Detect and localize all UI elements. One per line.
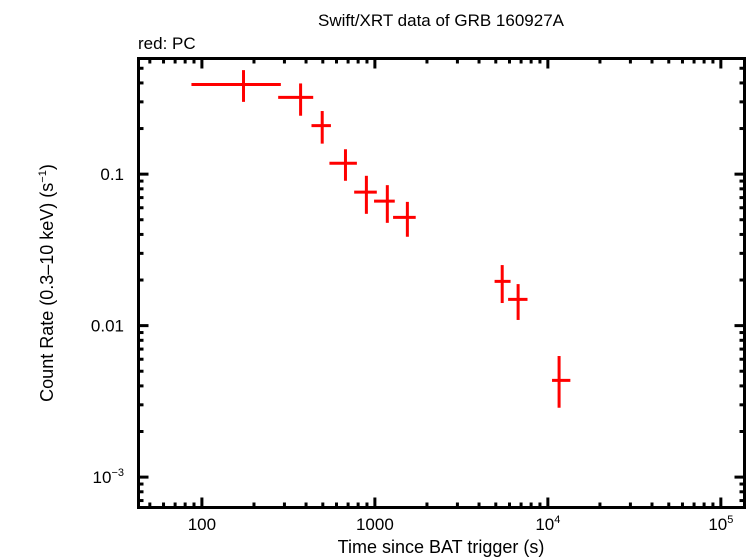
y-tick-label: 0.1 — [100, 165, 124, 184]
data-point — [191, 70, 281, 102]
x-axis-label: Time since BAT trigger (s) — [338, 537, 545, 557]
x-tick-label: 1000 — [356, 515, 394, 534]
x-tick-label-base: 10 — [535, 515, 554, 534]
y-tick-label: 0.01 — [91, 317, 124, 336]
y-tick-label-base: 0.1 — [100, 165, 124, 184]
data-point — [278, 83, 314, 116]
x-tick-label: 104 — [535, 514, 560, 534]
chart-title: Swift/XRT data of GRB 160927A — [318, 11, 565, 30]
x-tick-label: 105 — [708, 514, 733, 534]
y-tick-label-base: 0.01 — [91, 317, 124, 336]
y-tick-label-exp: −3 — [111, 467, 124, 479]
plot-frame — [137, 57, 746, 509]
data-point — [374, 185, 395, 223]
x-tick-label-base: 100 — [188, 515, 216, 534]
data-point — [508, 284, 528, 320]
y-axis-label: Count Rate (0.3–10 keV) (s−1) — [37, 164, 57, 402]
axis-ticks — [138, 58, 745, 508]
x-tick-label-exp: 4 — [554, 514, 560, 526]
y-tick-label-base: 10 — [93, 468, 112, 487]
x-tick-label: 100 — [188, 515, 216, 534]
data-point — [393, 201, 416, 237]
x-tick-label-base: 10 — [708, 515, 727, 534]
x-tick-label-exp: 5 — [727, 514, 733, 526]
x-tick-label-base: 1000 — [356, 515, 394, 534]
y-tick-label: 10−3 — [93, 467, 124, 487]
data-point — [494, 265, 511, 304]
data-point — [311, 111, 331, 144]
chart-subtitle: red: PC — [138, 34, 196, 53]
data-point — [329, 149, 357, 181]
data-point — [354, 175, 377, 214]
data-points — [191, 70, 571, 408]
data-point — [552, 356, 571, 408]
